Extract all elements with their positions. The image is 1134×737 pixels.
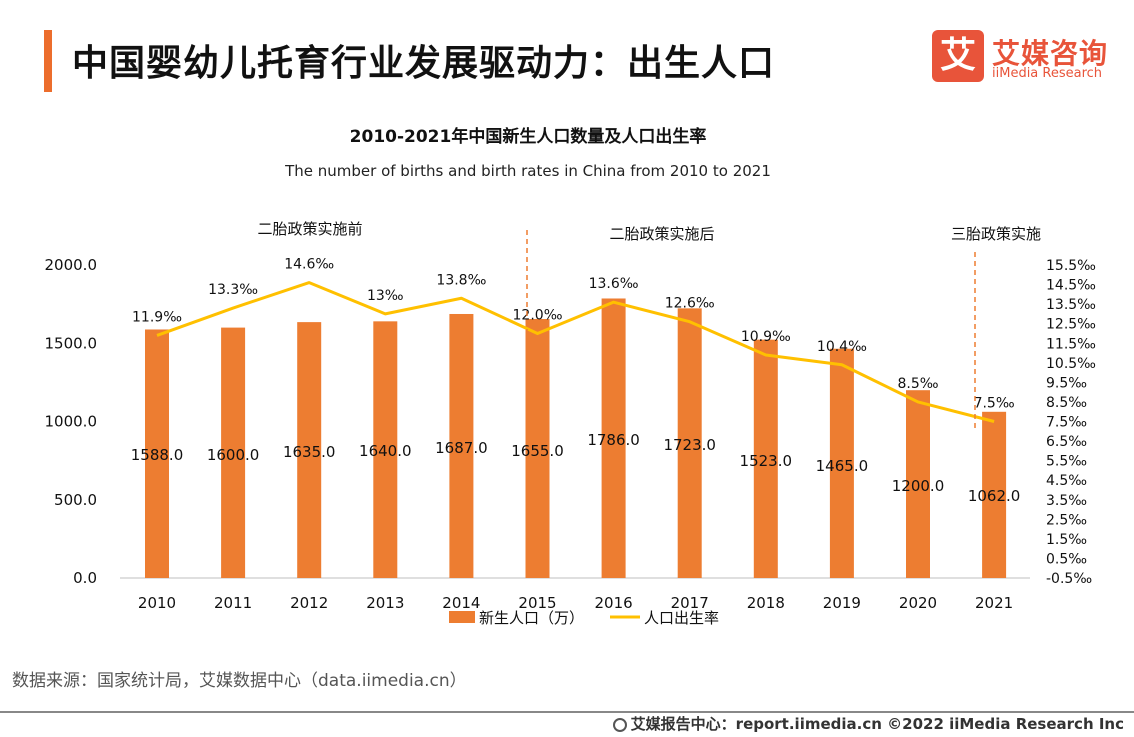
y-right-tick-label: 3.5‰ bbox=[1046, 493, 1087, 509]
bar-value-label: 1523.0 bbox=[740, 452, 793, 470]
x-tick-label: 2016 bbox=[595, 594, 633, 612]
line-value-label: 13.8‰ bbox=[436, 272, 486, 288]
bar bbox=[221, 327, 246, 578]
y-right-tick-label: 5.5‰ bbox=[1046, 454, 1087, 470]
line-value-label: 14.6‰ bbox=[284, 257, 334, 273]
bar-value-label: 1640.0 bbox=[359, 442, 412, 460]
birth-rate-line bbox=[156, 281, 995, 423]
bar-value-label: 1687.0 bbox=[435, 439, 488, 457]
page-title: 中国婴幼儿托育行业发展驱动力：出生人口 bbox=[72, 43, 776, 84]
bar bbox=[601, 298, 626, 578]
title-accent-bar bbox=[44, 30, 52, 92]
line-value-label: 7.5‰ bbox=[974, 396, 1015, 412]
x-tick-label: 2020 bbox=[899, 594, 937, 612]
y-right-tick-label: 13.5‰ bbox=[1046, 297, 1096, 313]
y-right-tick-label: 12.5‰ bbox=[1046, 317, 1096, 333]
x-tick-label: 2014 bbox=[442, 594, 480, 612]
legend-bar-swatch bbox=[449, 611, 475, 623]
policy-annotation: 二胎政策实施前 bbox=[257, 220, 362, 238]
x-tick-label: 2018 bbox=[747, 594, 785, 612]
y-left-tick-label: 2000.0 bbox=[45, 256, 98, 274]
legend-bar-label: 新生人口（万） bbox=[479, 609, 584, 627]
y-left-tick-label: 1000.0 bbox=[45, 413, 98, 431]
x-tick-label: 2010 bbox=[138, 594, 176, 612]
y-right-tick-label: 6.5‰ bbox=[1046, 434, 1087, 450]
y-right-tick-label: 8.5‰ bbox=[1046, 395, 1087, 411]
bar-value-label: 1600.0 bbox=[207, 446, 260, 464]
y-right-tick-label: 15.5‰ bbox=[1046, 258, 1096, 274]
y-right-tick-label: 10.5‰ bbox=[1046, 356, 1096, 372]
y-right-tick-label: 1.5‰ bbox=[1046, 532, 1087, 548]
bar-value-label: 1200.0 bbox=[892, 477, 945, 495]
line-value-label: 12.0‰ bbox=[513, 307, 563, 323]
bar-value-label: 1786.0 bbox=[587, 431, 640, 449]
line-value-label: 13‰ bbox=[367, 288, 404, 304]
bar-value-label: 1465.0 bbox=[816, 457, 869, 475]
bar-value-label: 1635.0 bbox=[283, 443, 336, 461]
line-value-label: 11.9‰ bbox=[132, 309, 182, 325]
y-left-tick-label: 1500.0 bbox=[45, 334, 98, 352]
x-tick-label: 2015 bbox=[518, 594, 556, 612]
bar bbox=[753, 339, 778, 578]
y-left-tick-label: 500.0 bbox=[54, 491, 97, 509]
bar bbox=[145, 329, 169, 578]
policy-annotation: 三胎政策实施 bbox=[951, 225, 1041, 243]
policy-annotation: 二胎政策实施后 bbox=[609, 225, 714, 243]
y-right-tick-label: -0.5‰ bbox=[1046, 571, 1092, 587]
logo-mark: 艾 bbox=[932, 30, 984, 82]
footer-credit: 艾媒报告中心：report.iimedia.cn ©2022 iiMedia R… bbox=[612, 713, 1124, 734]
logo-name-cn: 艾媒咨询 bbox=[992, 37, 1109, 70]
logo-name-en: iiMedia Research bbox=[992, 66, 1103, 81]
y-right-tick-label: 4.5‰ bbox=[1046, 473, 1087, 489]
footer-divider bbox=[0, 711, 1134, 713]
legend-line-label: 人口出生率 bbox=[644, 609, 719, 627]
x-tick-label: 2012 bbox=[290, 594, 328, 612]
line-value-label: 8.5‰ bbox=[897, 376, 938, 392]
bar bbox=[677, 308, 702, 578]
data-source: 数据来源：国家统计局，艾媒数据中心（data.iimedia.cn） bbox=[12, 671, 467, 691]
bar-value-label: 1062.0 bbox=[968, 487, 1021, 505]
brand-logo: 艾 艾媒咨询 iiMedia Research bbox=[932, 30, 1132, 86]
bar-value-label: 1588.0 bbox=[131, 446, 184, 464]
x-tick-label: 2013 bbox=[366, 594, 404, 612]
bar bbox=[829, 348, 854, 578]
line-value-label: 10.9‰ bbox=[741, 329, 791, 345]
y-right-tick-label: 0.5‰ bbox=[1046, 551, 1087, 567]
globe-icon bbox=[612, 718, 627, 732]
footer-text: 艾媒报告中心：report.iimedia.cn ©2022 iiMedia R… bbox=[630, 715, 1124, 733]
line-value-label: 13.3‰ bbox=[208, 282, 258, 298]
y-left-tick-label: 0.0 bbox=[73, 569, 97, 587]
chart-subtitle: The number of births and birth rates in … bbox=[284, 162, 771, 180]
bar bbox=[906, 390, 930, 578]
y-right-tick-label: 2.5‰ bbox=[1046, 512, 1087, 528]
bar bbox=[449, 313, 474, 578]
bar-value-label: 1723.0 bbox=[663, 436, 716, 454]
line-value-label: 13.6‰ bbox=[589, 276, 639, 292]
chart-title: 2010-2021年中国新生人口数量及人口出生率 bbox=[350, 126, 707, 147]
y-right-tick-label: 14.5‰ bbox=[1046, 278, 1096, 294]
y-right-tick-label: 9.5‰ bbox=[1046, 375, 1087, 391]
bar-value-label: 1655.0 bbox=[511, 442, 564, 460]
bar bbox=[525, 318, 550, 578]
bar bbox=[373, 321, 398, 578]
bar bbox=[982, 411, 1007, 578]
x-tick-label: 2019 bbox=[823, 594, 861, 612]
bar bbox=[297, 322, 322, 578]
line-value-label: 10.4‰ bbox=[817, 339, 867, 355]
x-tick-label: 2011 bbox=[214, 594, 252, 612]
y-right-tick-label: 11.5‰ bbox=[1046, 336, 1096, 352]
births-chart: 2010-2021年中国新生人口数量及人口出生率 The number of bi… bbox=[45, 126, 1097, 627]
x-tick-label: 2021 bbox=[975, 594, 1013, 612]
x-tick-label: 2017 bbox=[671, 594, 709, 612]
y-right-tick-label: 7.5‰ bbox=[1046, 415, 1087, 431]
line-value-label: 12.6‰ bbox=[665, 296, 715, 312]
